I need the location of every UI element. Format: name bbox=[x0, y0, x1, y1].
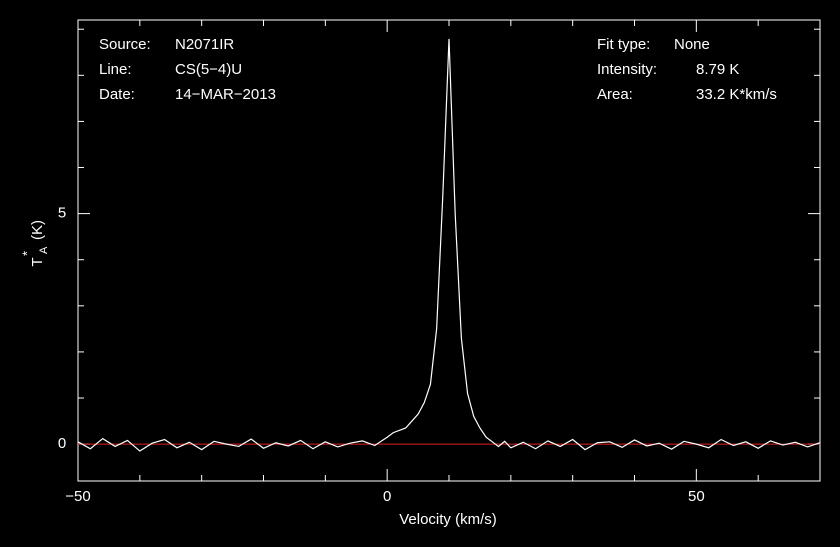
annotation-label: Intensity: bbox=[597, 61, 657, 78]
annotation-value: 8.79 K bbox=[696, 61, 739, 78]
y-tick-label: 5 bbox=[58, 205, 66, 222]
annotation-value: CS(5−4)U bbox=[175, 61, 242, 78]
annotation-value: 14−MAR−2013 bbox=[175, 86, 276, 103]
y-tick-label: 0 bbox=[58, 435, 66, 452]
y-label-unit: (K) bbox=[29, 220, 46, 240]
y-axis-label: T A * (K) bbox=[19, 220, 49, 267]
annotation-label: Date: bbox=[99, 86, 135, 103]
annotation-label: Source: bbox=[99, 36, 151, 53]
x-tick-label: 0 bbox=[383, 488, 391, 505]
annotation-label: Line: bbox=[99, 61, 132, 78]
annotation-label: Area: bbox=[597, 86, 633, 103]
annotation-value: 33.2 K*km/s bbox=[696, 86, 777, 103]
annotation-value: None bbox=[674, 36, 710, 53]
x-tick-label: 50 bbox=[688, 488, 705, 505]
x-axis-label: Velocity (km/s) bbox=[399, 511, 497, 528]
annotation-value: N2071IR bbox=[175, 36, 234, 53]
annotation-label: Fit type: bbox=[597, 36, 650, 53]
x-tick-label: −50 bbox=[65, 488, 90, 505]
y-label-sup: * bbox=[19, 251, 34, 256]
y-label-symbol: T bbox=[29, 257, 46, 266]
y-label-sub: A bbox=[38, 246, 50, 254]
spectrum-line bbox=[77, 38, 821, 452]
